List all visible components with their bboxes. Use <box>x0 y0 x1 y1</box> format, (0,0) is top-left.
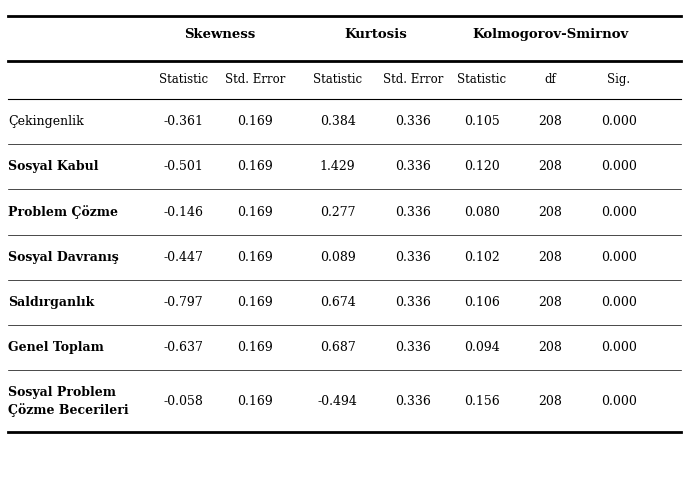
Text: Skewness: Skewness <box>184 28 255 41</box>
Text: 0.687: 0.687 <box>320 342 356 354</box>
Text: Statistic: Statistic <box>457 73 506 87</box>
Text: 0.169: 0.169 <box>238 205 273 218</box>
Text: 0.106: 0.106 <box>464 296 500 309</box>
Text: 0.120: 0.120 <box>464 160 500 173</box>
Text: 0.105: 0.105 <box>464 115 500 128</box>
Text: -0.058: -0.058 <box>163 395 203 408</box>
Text: 0.156: 0.156 <box>464 395 500 408</box>
Text: -0.797: -0.797 <box>163 296 203 309</box>
Text: 0.336: 0.336 <box>395 115 431 128</box>
Text: Std. Error: Std. Error <box>225 73 285 87</box>
Text: 0.169: 0.169 <box>238 251 273 264</box>
Text: 0.080: 0.080 <box>464 205 500 218</box>
Text: 0.336: 0.336 <box>395 296 431 309</box>
Text: 0.094: 0.094 <box>464 342 500 354</box>
Text: -0.637: -0.637 <box>163 342 203 354</box>
Text: Sig.: Sig. <box>608 73 630 87</box>
Text: Çekingenlik: Çekingenlik <box>8 115 84 128</box>
Text: 1.429: 1.429 <box>320 160 356 173</box>
Text: Saldırganlık: Saldırganlık <box>8 296 94 309</box>
Text: df: df <box>544 73 556 87</box>
Text: 0.169: 0.169 <box>238 296 273 309</box>
Text: 0.000: 0.000 <box>601 395 637 408</box>
Text: 0.277: 0.277 <box>320 205 356 218</box>
Text: 0.674: 0.674 <box>320 296 356 309</box>
Text: -0.501: -0.501 <box>163 160 203 173</box>
Text: Std. Error: Std. Error <box>383 73 443 87</box>
Text: -0.361: -0.361 <box>163 115 203 128</box>
Text: Statistic: Statistic <box>313 73 362 87</box>
Text: 0.169: 0.169 <box>238 160 273 173</box>
Text: 0.000: 0.000 <box>601 342 637 354</box>
Text: 0.169: 0.169 <box>238 342 273 354</box>
Text: 0.000: 0.000 <box>601 296 637 309</box>
Text: 0.336: 0.336 <box>395 342 431 354</box>
Text: -0.447: -0.447 <box>163 251 203 264</box>
Text: 208: 208 <box>538 205 562 218</box>
Text: 0.384: 0.384 <box>320 115 356 128</box>
Text: Sosyal Kabul: Sosyal Kabul <box>8 160 99 173</box>
Text: 0.102: 0.102 <box>464 251 500 264</box>
Text: 0.336: 0.336 <box>395 251 431 264</box>
Text: 0.336: 0.336 <box>395 395 431 408</box>
Text: Problem Çözme: Problem Çözme <box>8 205 119 219</box>
Text: Sosyal Davranış: Sosyal Davranış <box>8 251 119 264</box>
Text: 0.000: 0.000 <box>601 115 637 128</box>
Text: 0.000: 0.000 <box>601 160 637 173</box>
Text: 208: 208 <box>538 251 562 264</box>
Text: -0.494: -0.494 <box>318 395 358 408</box>
Text: 0.000: 0.000 <box>601 251 637 264</box>
Text: 208: 208 <box>538 160 562 173</box>
Text: 0.336: 0.336 <box>395 160 431 173</box>
Text: Sosyal Problem
Çözme Becerileri: Sosyal Problem Çözme Becerileri <box>8 386 129 417</box>
Text: Genel Toplam: Genel Toplam <box>8 342 104 354</box>
Text: 208: 208 <box>538 342 562 354</box>
Text: Statistic: Statistic <box>158 73 208 87</box>
Text: 0.169: 0.169 <box>238 395 273 408</box>
Text: 0.000: 0.000 <box>601 205 637 218</box>
Text: 0.089: 0.089 <box>320 251 356 264</box>
Text: Kolmogorov-Smirnov: Kolmogorov-Smirnov <box>472 28 628 41</box>
Text: -0.146: -0.146 <box>163 205 203 218</box>
Text: 208: 208 <box>538 296 562 309</box>
Text: 0.169: 0.169 <box>238 115 273 128</box>
Text: 208: 208 <box>538 115 562 128</box>
Text: 0.336: 0.336 <box>395 205 431 218</box>
Text: Kurtosis: Kurtosis <box>344 28 407 41</box>
Text: 208: 208 <box>538 395 562 408</box>
